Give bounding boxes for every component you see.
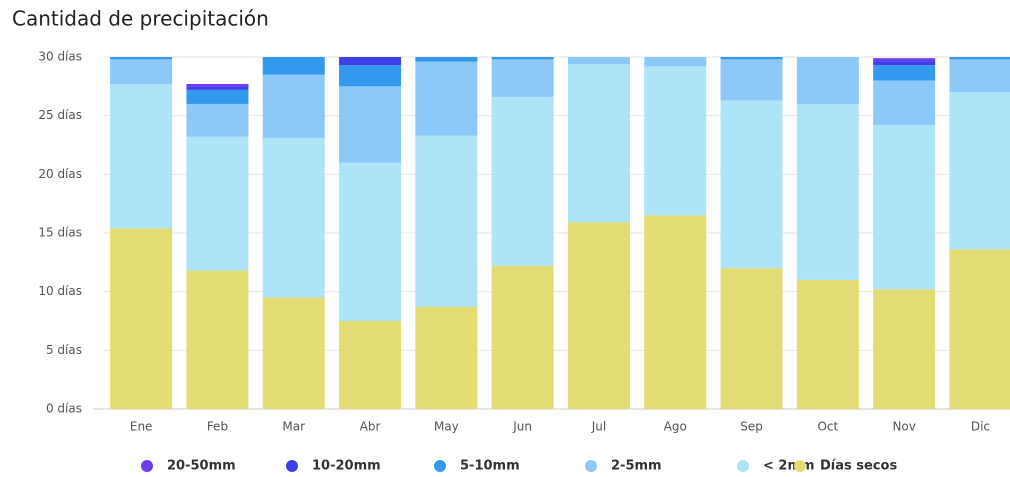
bar-segment — [110, 83, 173, 229]
bar-segment — [644, 66, 707, 216]
bar-segment — [262, 137, 325, 298]
bar-segment — [873, 58, 936, 62]
bar-segment — [796, 279, 859, 409]
bar-segment — [186, 89, 249, 104]
bar-segment — [186, 86, 249, 90]
bar-segment — [339, 57, 402, 66]
x-tick-label: Abr — [360, 420, 381, 434]
bar-segment — [949, 249, 1010, 409]
bar-segment — [339, 321, 402, 409]
bar-segment — [491, 59, 554, 97]
y-tick-label: 5 días — [46, 343, 82, 357]
y-tick-label: 15 días — [38, 226, 82, 240]
bar-segment — [415, 306, 478, 409]
bar-segment — [262, 297, 325, 409]
bar-segment — [796, 103, 859, 280]
bar-segment — [720, 59, 783, 101]
bar-segment — [110, 57, 173, 60]
bar-segment — [949, 92, 1010, 250]
bar-segment — [262, 74, 325, 138]
bar-segment — [567, 222, 630, 409]
bar-segment — [873, 125, 936, 290]
bar-segment — [567, 57, 630, 65]
legend-label: < 2mm — [763, 459, 815, 474]
bar-segment — [415, 61, 478, 136]
bar-segment — [644, 57, 707, 67]
bar-segment — [415, 135, 478, 307]
y-tick-label: 30 días — [38, 50, 82, 64]
bar-segment — [873, 65, 936, 81]
x-tick-label: Sep — [740, 420, 763, 434]
bar-segment — [873, 289, 936, 409]
bar-segment — [110, 228, 173, 409]
legend-marker — [794, 460, 806, 472]
legend-marker — [141, 460, 153, 472]
x-tick-label: Ago — [664, 420, 687, 434]
bar-segment — [949, 59, 1010, 93]
bar-segment — [339, 65, 402, 87]
legend-marker — [737, 460, 749, 472]
x-tick-label: Dic — [971, 420, 990, 434]
x-tick-label: Nov — [892, 420, 915, 434]
bar-segment — [262, 57, 325, 75]
y-tick-label: 25 días — [38, 108, 82, 122]
bar-segment — [720, 57, 783, 60]
x-tick-label: Feb — [207, 420, 228, 434]
bar-segment — [110, 59, 173, 84]
x-tick-label: May — [434, 420, 459, 434]
y-tick-label: 0 días — [46, 402, 82, 416]
legend-label: 2-5mm — [611, 459, 662, 474]
chart-title: Cantidad de precipitación — [12, 7, 269, 31]
bar-segment — [339, 86, 402, 163]
bar-segment — [567, 64, 630, 223]
bar-segment — [186, 270, 249, 409]
legend-marker — [434, 460, 446, 472]
x-tick-label: Jul — [591, 420, 606, 434]
bar-segment — [491, 96, 554, 266]
bar-segment — [873, 80, 936, 126]
legend-marker — [286, 460, 298, 472]
bar-segment — [644, 215, 707, 409]
legend-label: 5-10mm — [460, 459, 520, 474]
bar-segment — [186, 136, 249, 271]
bar-segment — [186, 83, 249, 87]
legend-label: 20-50mm — [167, 459, 236, 474]
y-tick-label: 20 días — [38, 167, 82, 181]
bar-segment — [491, 265, 554, 409]
bar-segment — [720, 268, 783, 409]
y-tick-label: 10 días — [38, 284, 82, 298]
x-tick-label: Ene — [130, 420, 153, 434]
x-tick-label: Jun — [512, 420, 532, 434]
bar-segment — [796, 57, 859, 104]
bar-segment — [949, 57, 1010, 60]
bar-segment — [491, 57, 554, 60]
x-tick-label: Mar — [282, 420, 305, 434]
legend-label: 10-20mm — [312, 459, 381, 474]
legend-label: Días secos — [820, 459, 897, 474]
bar-segment — [186, 103, 249, 137]
legend-marker — [585, 460, 597, 472]
bar-segment — [415, 57, 478, 62]
x-tick-label: Oct — [817, 420, 838, 434]
bar-segment — [720, 100, 783, 269]
bar-segment — [339, 162, 402, 321]
bar-segment — [873, 61, 936, 66]
